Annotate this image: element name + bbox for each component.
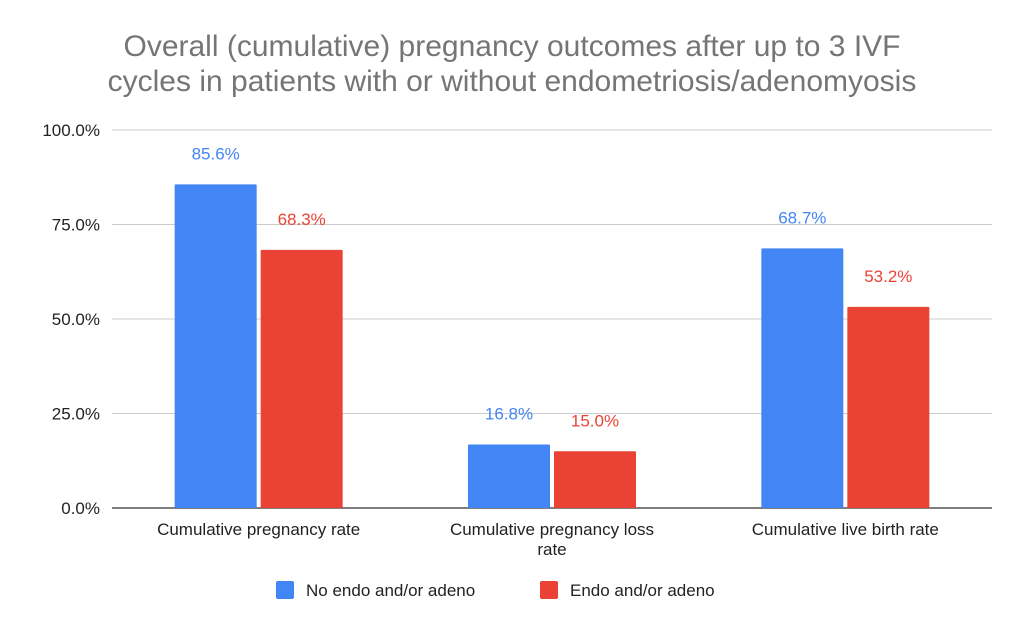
y-tick-label: 25.0%	[52, 405, 100, 424]
y-tick-label: 100.0%	[42, 121, 100, 140]
y-tick-label: 75.0%	[52, 216, 100, 235]
legend-label: Endo and/or adeno	[570, 581, 715, 600]
legend: No endo and/or adeno Endo and/or adeno	[276, 581, 715, 600]
bars	[174, 184, 930, 509]
x-tick-label: Cumulative live birth rate	[752, 520, 939, 539]
y-tick-label: 50.0%	[52, 310, 100, 329]
chart-title: Overall (cumulative) pregnancy outcomes …	[108, 30, 917, 98]
legend-label: No endo and/or adeno	[306, 581, 475, 600]
y-axis-ticks: 0.0% 25.0% 50.0% 75.0% 100.0%	[42, 121, 100, 518]
gridlines	[112, 129, 992, 509]
legend-swatch	[276, 581, 294, 599]
data-label: 15.0%	[571, 411, 619, 430]
bar-no-endo	[468, 444, 550, 508]
y-tick-label: 0.0%	[61, 499, 100, 518]
data-labels: 85.6% 68.3% 16.8% 15.0% 68.7% 53.2%	[192, 144, 913, 430]
x-tick-label: Cumulative pregnancy loss	[450, 520, 654, 539]
chart-title-line: Overall (cumulative) pregnancy outcomes …	[123, 30, 900, 63]
data-label: 68.7%	[778, 208, 826, 227]
bar-no-endo	[761, 248, 844, 508]
chart-title-line: cycles in patients with or without endom…	[108, 65, 917, 98]
data-label: 85.6%	[192, 144, 240, 163]
data-label: 68.3%	[278, 210, 326, 229]
bar-endo	[260, 249, 343, 509]
x-tick-label: Cumulative pregnancy rate	[157, 520, 360, 539]
legend-swatch	[540, 581, 558, 599]
bar-endo	[847, 306, 930, 508]
x-axis-ticks: Cumulative pregnancy rate Cumulative preg…	[157, 520, 939, 559]
bar-no-endo	[174, 184, 257, 508]
data-label: 53.2%	[864, 267, 912, 286]
x-tick-label: rate	[537, 540, 566, 559]
bar-endo	[554, 451, 636, 508]
data-label: 16.8%	[485, 404, 533, 423]
